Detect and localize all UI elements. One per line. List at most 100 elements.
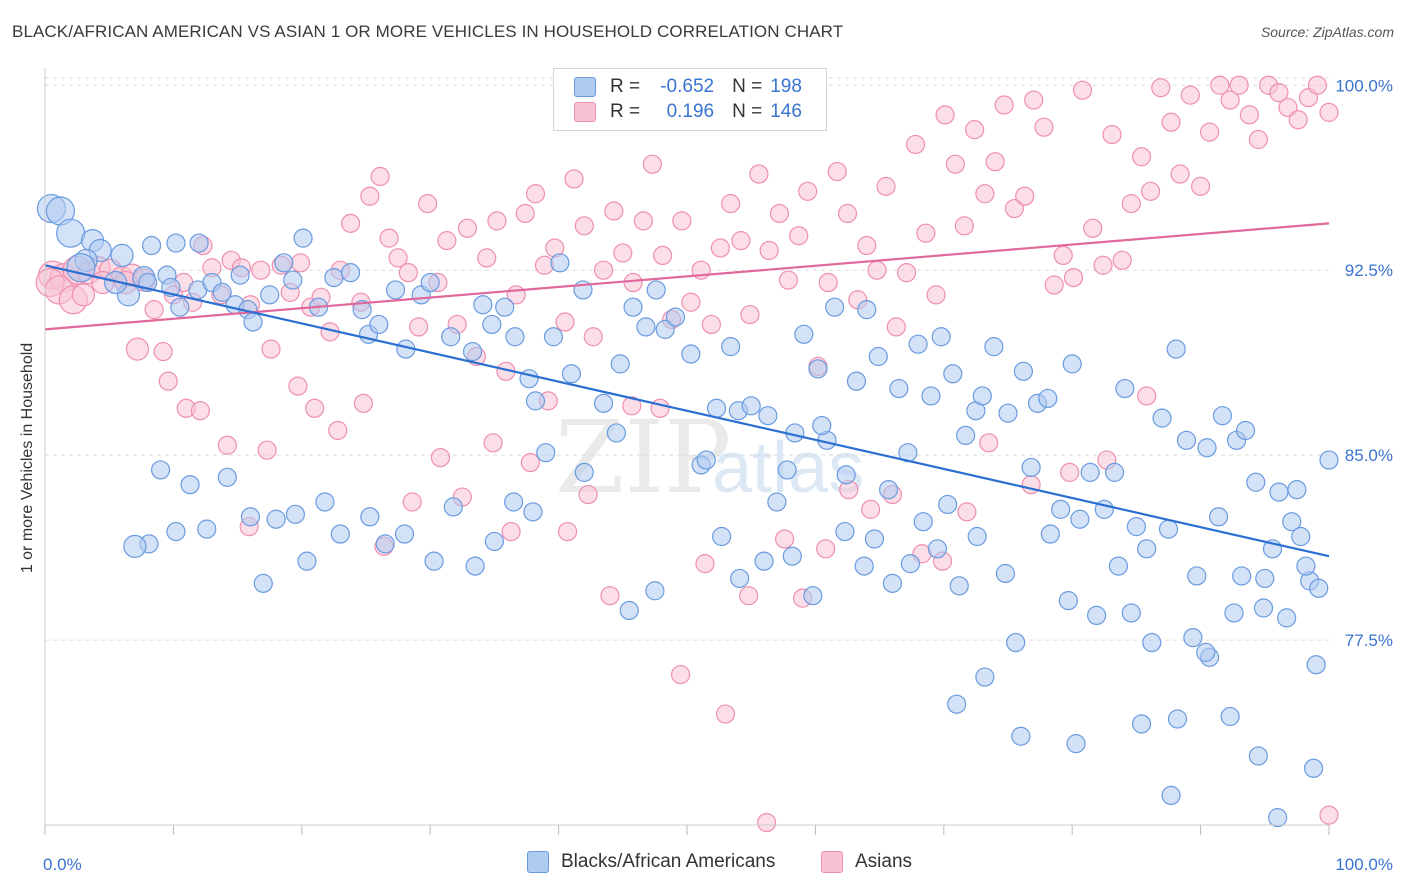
blacks-point (330, 524, 350, 544)
asians-point (650, 398, 670, 418)
asians-point (1102, 124, 1122, 145)
blacks-point (696, 450, 716, 470)
blacks-point (777, 460, 797, 480)
blacks-point (1166, 339, 1186, 359)
asians-point (190, 401, 210, 421)
blacks-point (835, 521, 855, 542)
blacks-point (1152, 408, 1172, 428)
asians-point (759, 240, 779, 261)
blacks-point (230, 265, 250, 285)
blacks-point (240, 507, 261, 527)
blacks-point (420, 272, 440, 293)
n-label: N = (732, 76, 763, 97)
blacks-point (1058, 591, 1078, 611)
blacks-point (975, 667, 995, 687)
asians-point (965, 120, 985, 140)
asians-point (501, 521, 521, 542)
blacks-point (150, 460, 171, 480)
asians-point (1248, 129, 1268, 150)
blacks-point (360, 507, 380, 527)
asians-point (457, 218, 478, 238)
blacks-point (794, 324, 814, 344)
asians-point (340, 213, 361, 233)
blacks-point (721, 337, 741, 357)
y-tick-label: 100.0% (1335, 76, 1393, 95)
asians-point (926, 285, 946, 305)
asians-point (557, 521, 578, 542)
asians-point (379, 228, 399, 248)
blacks-point (375, 534, 395, 554)
asians-point (251, 260, 271, 280)
blacks-point (619, 600, 639, 621)
asians-point (769, 203, 790, 224)
asians-point (985, 152, 1005, 172)
blacks-point (812, 415, 832, 436)
asians-point (520, 452, 540, 473)
r-value-pink: 0.196 (666, 101, 715, 122)
blacks-point (1176, 430, 1197, 450)
blacks-point (1040, 524, 1060, 544)
blacks-point (1303, 758, 1324, 778)
blacks-point (1235, 420, 1256, 441)
blacks-point (1131, 714, 1152, 734)
legend-item-asians[interactable]: Asians (821, 851, 912, 873)
blacks-point (473, 295, 493, 315)
source-label: Source: ZipAtlas.com (1260, 24, 1394, 40)
blacks-point (967, 526, 987, 547)
blacks-point (665, 307, 686, 327)
asians-point (1151, 78, 1171, 98)
asians-point (757, 812, 777, 833)
blacks-point (1070, 509, 1090, 529)
asians-point (1131, 147, 1152, 167)
blacks-point (995, 563, 1016, 584)
asians-point (217, 435, 237, 455)
asians-point (144, 300, 164, 320)
asians-point (515, 203, 535, 224)
blacks-point (243, 312, 263, 332)
asians-point (876, 176, 896, 196)
blacks-point (1309, 578, 1329, 598)
blacks-point (443, 497, 463, 517)
asians-point (642, 154, 662, 174)
r-label: R = (610, 76, 641, 97)
blacks-point (369, 314, 389, 335)
asians-point (1170, 164, 1190, 184)
blacks-point (574, 462, 594, 482)
blacks-point (274, 253, 294, 273)
blacks-point (189, 233, 209, 253)
blacks-point (283, 270, 303, 290)
legend-item-blacks[interactable]: Blacks/African Americans (527, 851, 775, 873)
asians-point (600, 586, 620, 606)
asians-point (1319, 805, 1339, 825)
asians-point (305, 398, 325, 418)
asians-point (886, 317, 906, 337)
blacks-point (1269, 482, 1289, 502)
blacks-point (1158, 519, 1179, 539)
asians-point (1112, 250, 1132, 270)
blacks-point (180, 475, 200, 495)
asians-point (1199, 122, 1220, 142)
asians-point (409, 317, 429, 337)
blacks-point (836, 465, 856, 485)
asians-point (1319, 102, 1339, 122)
blacks-point (998, 403, 1018, 423)
blacks-point (1038, 388, 1058, 409)
blacks-point (315, 492, 335, 512)
blacks-point (706, 398, 727, 418)
blacks-point (927, 539, 947, 559)
blacks-point (1296, 556, 1316, 576)
asians-point (1063, 267, 1084, 288)
r-value-blue: -0.652 (660, 76, 715, 97)
blacks-point (166, 233, 186, 253)
asians-point (353, 393, 374, 413)
blacks-point (484, 531, 504, 552)
blacks-point (141, 235, 162, 256)
blacks-point (1115, 378, 1135, 399)
blacks-point (1220, 706, 1240, 727)
blacks-point (730, 568, 750, 589)
y-tick-label: 85.0% (1345, 446, 1393, 465)
blacks-point (66, 253, 96, 283)
blacks-point (1013, 361, 1034, 381)
blacks-point (166, 521, 186, 542)
